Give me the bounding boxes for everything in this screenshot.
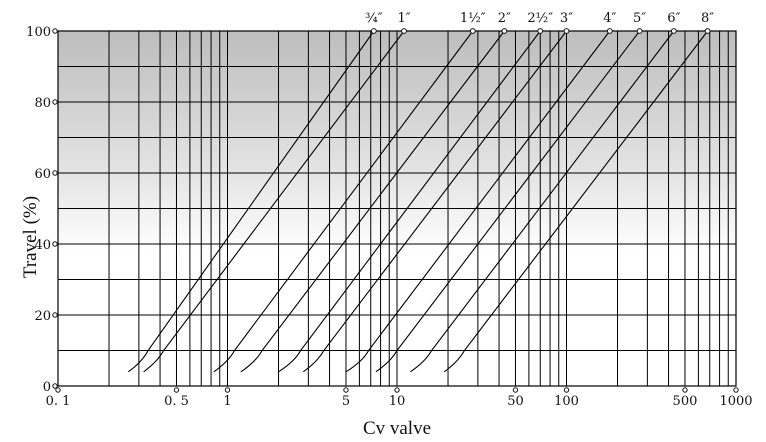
series-line-3 [240,30,505,373]
series-line-1 [143,30,405,373]
series-end-marker-9 [704,28,711,34]
y-tick-mark [52,312,58,318]
x-tick-label: 10 [389,394,406,409]
series-line-4 [278,30,541,373]
series-label-8: 6″ [667,11,680,26]
x-tick-mark [224,387,231,393]
series-line-9 [443,30,709,373]
series-line-2 [213,30,474,373]
y-tick-mark [52,170,58,176]
x-tick-mark [512,387,519,393]
x-tick-label: 100 [554,394,579,409]
series-label-6: 4″ [603,11,616,26]
series-label-5: 3″ [560,11,573,26]
series-end-marker-3 [501,28,508,34]
y-axis-title: Travel (%) [20,196,41,278]
series-line-6 [345,30,611,373]
x-tick-mark [55,387,61,393]
y-tick-label: 100 [26,25,51,40]
x-tick-label: 500 [673,394,698,409]
series-end-marker-7 [636,28,643,34]
series-label-4: 2½″ [527,11,553,26]
series-line-8 [410,30,675,373]
grid [58,31,736,386]
series-label-1: 1″ [397,11,410,26]
series-line-0 [128,30,375,373]
series-label-7: 5″ [633,11,646,26]
x-tick-mark [733,387,739,393]
x-tick-label: 50 [507,394,524,409]
x-axis-title: Cv valve [363,418,431,439]
x-tick-mark [173,387,180,393]
y-tick-label: 80 [34,96,51,111]
x-tick-label: 1 [223,394,231,409]
y-tick-mark [52,241,58,247]
series-line-5 [302,30,567,373]
y-tick-mark [52,28,58,34]
y-tick-label: 40 [34,238,51,253]
series-end-marker-5 [563,28,570,34]
x-tick-mark [394,387,400,393]
x-tick-label: 1000 [719,394,752,409]
series-label-2: 1½″ [460,11,486,26]
y-tick-label: 60 [34,167,51,182]
labels: ¾″ 1″ 1½″ 2″ 2½″ 3″ 4″ 5″ 6″ 8″ [365,11,714,26]
series-label-9: 8″ [701,11,714,26]
series-end-marker-6 [606,28,613,34]
series-end-marker-4 [537,28,544,34]
axes: 0. 1 0. 5 1 5 10 50 100 500 1000 0 20 40 60 80 100 [26,25,752,409]
x-tick-mark [343,387,349,393]
x-tick-label: 0. 5 [164,394,189,409]
y-tick-mark [52,383,58,389]
series-label-3: 2″ [498,11,511,26]
series [128,28,711,373]
series-line-7 [375,30,641,373]
x-tick-mark [563,387,570,393]
series-end-marker-1 [401,28,407,34]
y-tick-label: 0 [43,380,51,395]
x-tick-label: 5 [342,394,350,409]
series-end-marker-8 [670,28,677,34]
series-label-0: ¾″ [365,11,383,26]
series-end-marker-0 [370,28,377,34]
x-tick-label: 0. 1 [46,394,71,409]
plot-frame [57,30,737,387]
y-tick-mark [52,99,58,105]
series-end-marker-2 [469,28,476,34]
y-tick-label: 20 [34,309,51,324]
x-tick-mark [682,387,688,393]
